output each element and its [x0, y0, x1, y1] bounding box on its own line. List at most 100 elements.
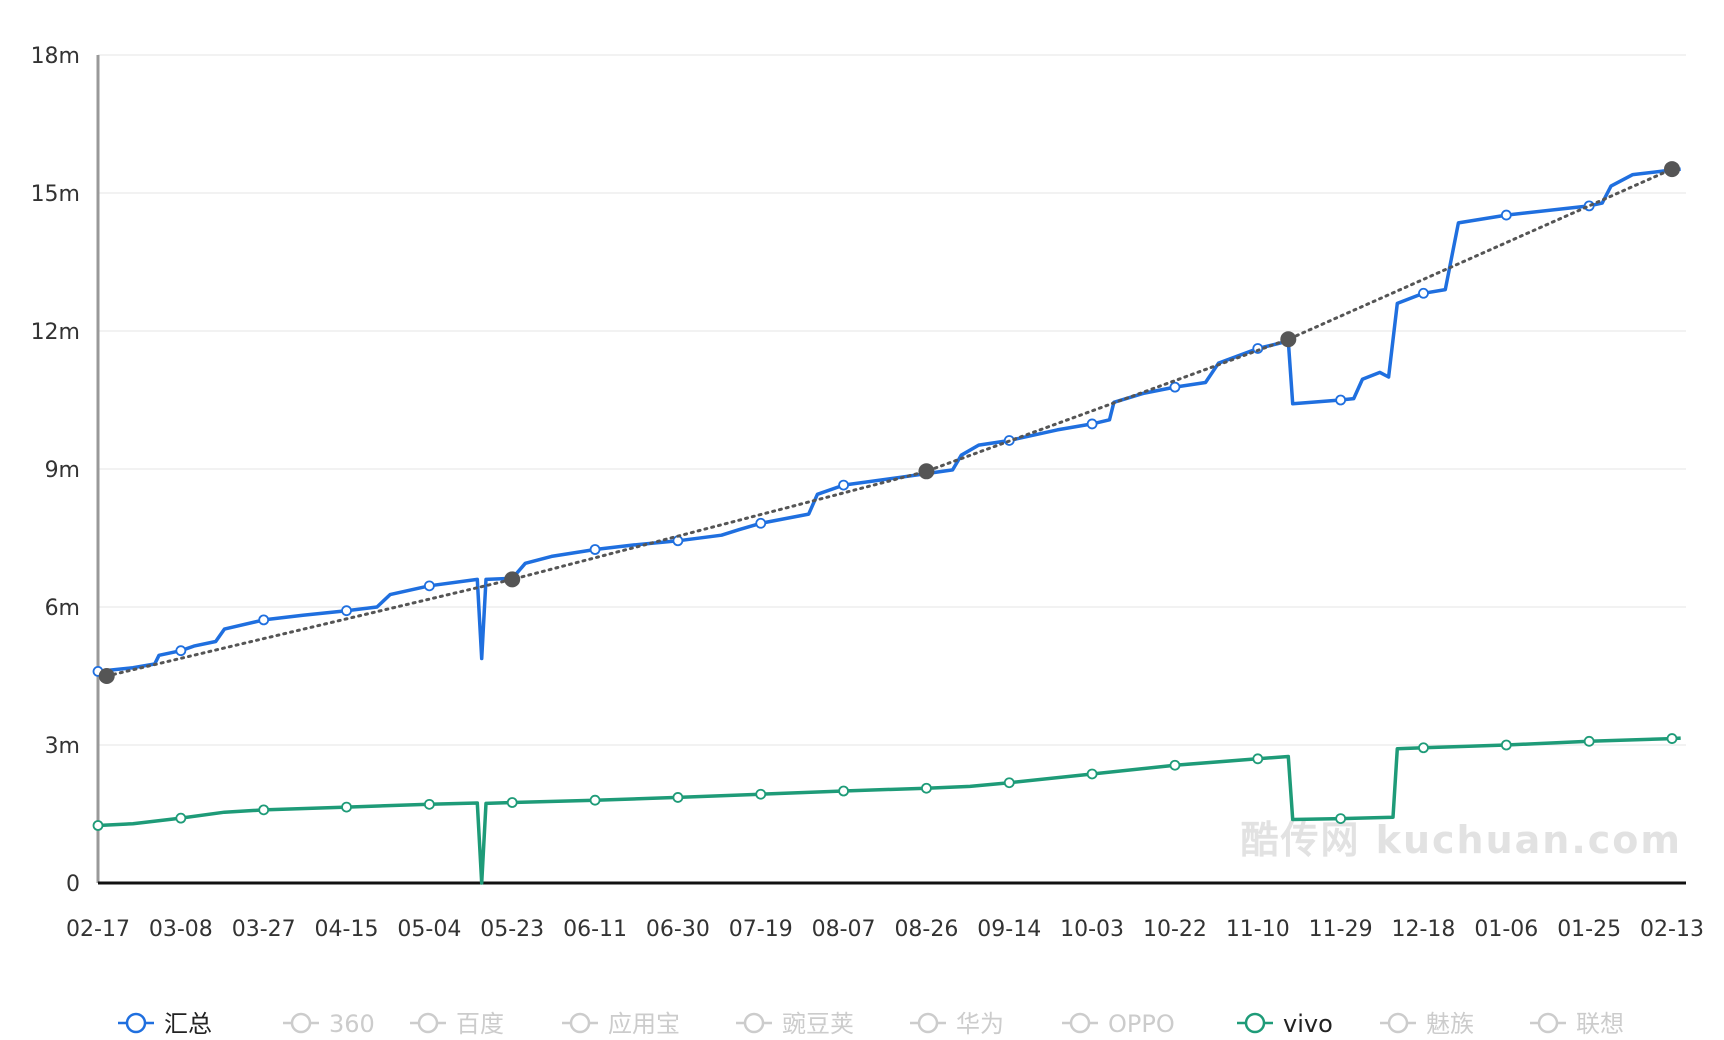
- data-point[interactable]: [1418, 287, 1429, 299]
- series-7: [92, 733, 1681, 885]
- data-point[interactable]: [258, 804, 270, 816]
- x-tick-label: 12-18: [1392, 917, 1456, 942]
- x-tick-label: 05-04: [397, 917, 461, 942]
- legend-item-9[interactable]: 联想: [1530, 1010, 1624, 1038]
- legend-label: 360: [329, 1010, 375, 1038]
- data-point[interactable]: [1252, 753, 1264, 765]
- x-tick-label: 03-27: [232, 917, 296, 942]
- data-point[interactable]: [1666, 733, 1678, 744]
- data-point[interactable]: [1169, 759, 1181, 771]
- data-point[interactable]: [1500, 739, 1512, 751]
- data-point[interactable]: [838, 785, 849, 797]
- data-point[interactable]: [341, 801, 352, 813]
- legend-label: 豌豆荚: [782, 1010, 854, 1038]
- trendline-path: [105, 167, 1674, 678]
- x-tick-label: 11-10: [1226, 917, 1290, 942]
- trendline-node: [1664, 161, 1680, 178]
- x-tick-label: 08-07: [812, 917, 876, 942]
- legend-marker: [1387, 1012, 1409, 1034]
- x-tick-label: 02-13: [1640, 917, 1704, 942]
- legend-label: 联想: [1576, 1010, 1624, 1038]
- legend-item-2[interactable]: 百度: [410, 1010, 504, 1038]
- data-point[interactable]: [1169, 381, 1181, 393]
- data-point[interactable]: [589, 794, 601, 806]
- legend-label: OPPO: [1108, 1010, 1175, 1038]
- data-point[interactable]: [423, 580, 435, 592]
- x-tick-label: 06-11: [563, 917, 627, 942]
- data-point[interactable]: [341, 605, 352, 617]
- legend-item-4[interactable]: 豌豆荚: [736, 1010, 854, 1038]
- data-point[interactable]: [1003, 777, 1015, 789]
- legend-marker: [417, 1012, 439, 1034]
- x-tick-label: 07-19: [729, 917, 793, 942]
- y-tick-label: 6m: [45, 596, 80, 621]
- data-point[interactable]: [506, 797, 518, 808]
- data-point[interactable]: [1500, 209, 1512, 221]
- y-tick-label: 0: [66, 872, 80, 897]
- data-point[interactable]: [1335, 813, 1347, 824]
- data-point[interactable]: [672, 792, 684, 803]
- x-axis-ticks: 02-17 03-08 03-27 04-15 05-04 05-23 06-11 06-30…: [66, 917, 1704, 942]
- data-point[interactable]: [1583, 735, 1595, 747]
- legend-item-8[interactable]: 魅族: [1380, 1010, 1474, 1038]
- x-tick-label: 09-14: [977, 917, 1041, 942]
- y-tick-label: 12m: [31, 320, 80, 345]
- data-point[interactable]: [589, 544, 601, 555]
- legend-item-5[interactable]: 华为: [910, 1010, 1004, 1038]
- legend-item-7[interactable]: vivo: [1237, 1010, 1333, 1038]
- legend-item-6[interactable]: OPPO: [1062, 1010, 1175, 1038]
- axes: [96, 55, 1686, 885]
- x-tick-label: 03-08: [149, 917, 213, 942]
- x-tick-label: 04-15: [315, 917, 379, 942]
- x-tick-label: 06-30: [646, 917, 710, 942]
- legend-marker: [743, 1012, 765, 1034]
- y-axis-ticks: 0 3m 6m 9m 12m 15m 18m: [31, 44, 80, 897]
- legend-marker: [569, 1012, 591, 1034]
- legend-marker: [1537, 1012, 1559, 1034]
- legend-marker: [1244, 1012, 1266, 1034]
- watermark: 酷传网 kuchuan.com: [1240, 818, 1682, 862]
- data-point[interactable]: [755, 517, 767, 529]
- data-point[interactable]: [755, 788, 767, 800]
- legend-item-0[interactable]: 汇总: [118, 1010, 212, 1038]
- legend-marker: [917, 1012, 939, 1034]
- legend-item-3[interactable]: 应用宝: [562, 1010, 680, 1038]
- trendline: [98, 161, 1680, 684]
- y-tick-label: 9m: [45, 458, 80, 483]
- legend-marker: [125, 1012, 147, 1034]
- legend-label: vivo: [1283, 1010, 1333, 1038]
- data-point[interactable]: [921, 782, 932, 794]
- y-tick-label: 18m: [31, 44, 80, 69]
- data-point[interactable]: [1335, 394, 1347, 406]
- trendline-node: [918, 463, 935, 480]
- x-tick-label: 10-22: [1143, 917, 1207, 942]
- data-point[interactable]: [175, 645, 187, 657]
- legend-marker: [1069, 1012, 1091, 1034]
- y-tick-label: 3m: [45, 734, 80, 759]
- data-point[interactable]: [838, 479, 849, 491]
- data-point[interactable]: [1086, 768, 1098, 780]
- trendline-node: [504, 571, 521, 588]
- legend-item-1[interactable]: 360: [283, 1010, 375, 1038]
- data-point[interactable]: [1418, 742, 1429, 754]
- legend-marker: [290, 1012, 312, 1034]
- data-point[interactable]: [175, 812, 187, 824]
- series-0: [92, 164, 1681, 677]
- data-point[interactable]: [258, 614, 270, 626]
- x-tick-label: 11-29: [1309, 917, 1373, 942]
- legend-label: 汇总: [164, 1010, 212, 1038]
- trendline-node: [1280, 331, 1297, 348]
- trendline-node: [98, 668, 115, 684]
- x-tick-label: 05-23: [480, 917, 544, 942]
- x-tick-label: 10-03: [1060, 917, 1124, 942]
- x-tick-label: 01-25: [1557, 917, 1621, 942]
- legend-label: 华为: [956, 1010, 1004, 1038]
- y-tick-label: 15m: [31, 182, 80, 207]
- grid: [98, 54, 1686, 746]
- data-point[interactable]: [423, 798, 435, 810]
- legend-label: 应用宝: [608, 1010, 680, 1038]
- data-point[interactable]: [92, 820, 104, 831]
- x-tick-label: 08-26: [894, 917, 958, 942]
- data-point[interactable]: [1086, 418, 1098, 430]
